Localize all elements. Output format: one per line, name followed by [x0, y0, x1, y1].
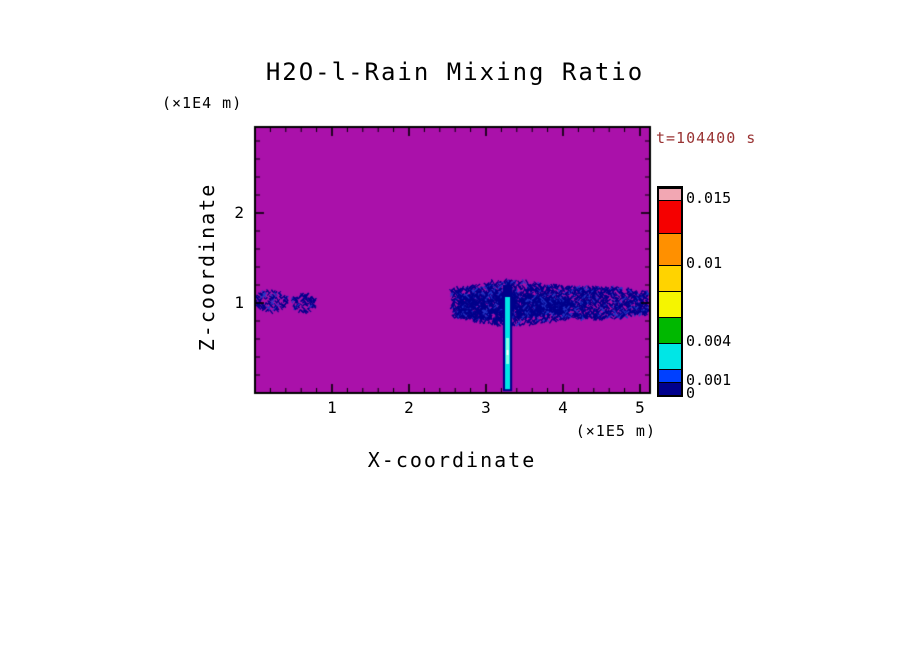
colorbar-cell	[659, 200, 681, 233]
x-tick-label: 3	[481, 398, 491, 417]
x-tick-label: 4	[558, 398, 568, 417]
colorbar-cell	[659, 265, 681, 291]
x-axis-units-label: (×1E5 m)	[575, 422, 656, 440]
colorbar-level-label: 0.004	[686, 332, 732, 350]
z-axis-units-label: (×1E4 m)	[162, 94, 243, 112]
colorbar-level-label: 0.01	[686, 254, 723, 272]
time-annotation: t=104400 s	[656, 129, 757, 147]
colorbar-cell	[659, 188, 681, 200]
z-axis-title: Z-coordinate	[195, 182, 219, 352]
x-tick-label: 5	[635, 398, 645, 417]
colorbar-cell	[659, 382, 681, 395]
colorbar-cell	[659, 343, 681, 369]
x-tick-label: 2	[404, 398, 414, 417]
colorbar-cell	[659, 232, 681, 265]
x-axis-title: X-coordinate	[367, 448, 537, 472]
colorbar-cell	[659, 291, 681, 317]
colorbar-level-label: 0.015	[686, 189, 732, 207]
colorbar-cell	[659, 369, 681, 382]
chart-title: H2O-l-Rain Mixing Ratio	[265, 58, 645, 86]
z-tick-label: 1	[234, 293, 244, 312]
colorbar-cell	[659, 317, 681, 343]
colorbar	[657, 186, 683, 397]
z-tick-label: 2	[234, 203, 244, 222]
x-tick-label: 1	[327, 398, 337, 417]
colorbar-level-label: 0	[686, 384, 696, 402]
colorbar-level-label: 0.001	[686, 371, 732, 389]
